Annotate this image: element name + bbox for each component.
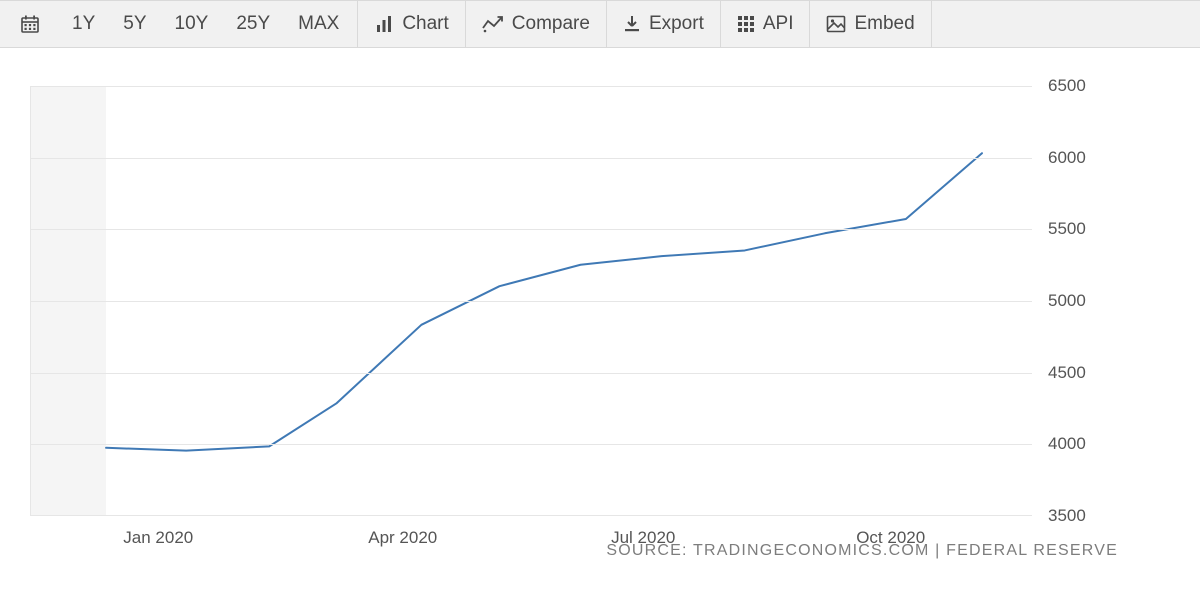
range-1y-button[interactable]: 1Y — [58, 1, 109, 47]
plot-area[interactable] — [30, 86, 1032, 516]
y-tick-label: 4500 — [1048, 363, 1086, 383]
image-icon — [826, 15, 846, 33]
range-label: 10Y — [175, 13, 209, 35]
compare-button[interactable]: Compare — [466, 1, 606, 47]
x-tick-label: Jan 2020 — [123, 528, 193, 548]
range-label: 1Y — [72, 13, 95, 35]
y-tick-label: 5500 — [1048, 219, 1086, 239]
source-site: TRADINGECONOMICS.COM — [693, 542, 929, 559]
calendar-button[interactable] — [14, 1, 58, 47]
bar-chart-icon — [374, 14, 394, 34]
range-label: 5Y — [123, 13, 146, 35]
range-25y-button[interactable]: 25Y — [222, 1, 284, 47]
y-tick-label: 6000 — [1048, 148, 1086, 168]
gridline — [31, 373, 1032, 374]
chart-button[interactable]: Chart — [358, 1, 464, 47]
range-group: 1Y 5Y 10Y 25Y MAX — [58, 1, 357, 47]
gridline — [31, 158, 1032, 159]
gridline — [31, 86, 1032, 87]
api-button-label: API — [763, 13, 794, 35]
compare-icon — [482, 14, 504, 34]
compare-button-label: Compare — [512, 13, 590, 35]
range-10y-button[interactable]: 10Y — [161, 1, 223, 47]
export-button[interactable]: Export — [607, 1, 720, 47]
x-tick-label: Apr 2020 — [368, 528, 437, 548]
y-tick-label: 6500 — [1048, 76, 1086, 96]
grid-icon — [737, 15, 755, 33]
range-label: MAX — [298, 13, 339, 35]
gridline — [31, 229, 1032, 230]
api-button[interactable]: API — [721, 1, 810, 47]
source-prefix: SOURCE: — [606, 542, 687, 559]
gridline — [31, 301, 1032, 302]
toolbar-divider — [931, 1, 932, 47]
source-provider: FEDERAL RESERVE — [946, 542, 1118, 559]
chart-button-label: Chart — [402, 13, 448, 35]
embed-button-label: Embed — [854, 13, 914, 35]
gridline — [31, 444, 1032, 445]
chart-area: 3500 4000 4500 5000 5500 6000 6500 Jan 2020 Apr… — [0, 48, 1200, 558]
calendar-icon — [20, 14, 40, 34]
source-attribution: SOURCE: TRADINGECONOMICS.COM | FEDERAL R… — [606, 542, 1118, 560]
toolbar: 1Y 5Y 10Y 25Y MAX Chart Compare Export — [0, 0, 1200, 48]
y-tick-label: 4000 — [1048, 434, 1086, 454]
range-max-button[interactable]: MAX — [284, 1, 353, 47]
source-divider: | — [935, 542, 940, 559]
range-5y-button[interactable]: 5Y — [109, 1, 160, 47]
download-icon — [623, 15, 641, 33]
export-button-label: Export — [649, 13, 704, 35]
range-label: 25Y — [236, 13, 270, 35]
embed-button[interactable]: Embed — [810, 1, 930, 47]
y-tick-label: 3500 — [1048, 506, 1086, 526]
y-tick-label: 5000 — [1048, 291, 1086, 311]
